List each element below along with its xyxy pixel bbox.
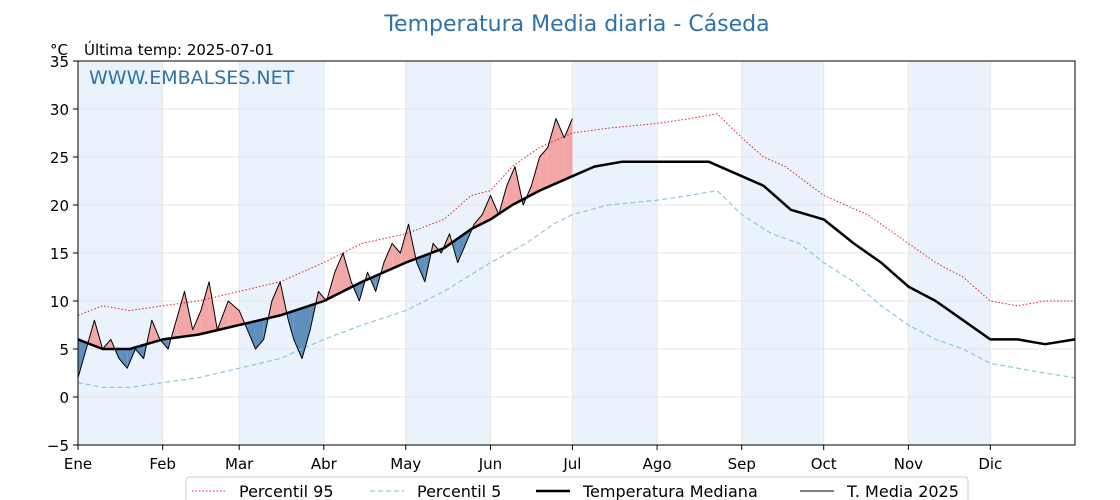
x-tick-label-abr: Abr (311, 455, 338, 473)
fill-above-median (490, 195, 499, 220)
fill-above-median (192, 310, 201, 336)
watermark: WWW.EMBALSES.NET (89, 67, 295, 89)
fill-below-median (457, 232, 466, 263)
fill-above-median (556, 118, 565, 184)
x-tick-label-jul: Jul (562, 455, 581, 473)
fill-above-median (531, 157, 540, 195)
x-tick-label-ene: Ene (64, 455, 92, 473)
fill-below-median (118, 349, 128, 369)
fill-above-median (176, 291, 185, 338)
fill-above-median (506, 166, 516, 209)
last-update-label: Última temp: 2025-07-01 (84, 40, 274, 59)
legend-label-current: T. Media 2025 (846, 482, 959, 500)
fill-below-median (416, 255, 425, 282)
fill-above-median (539, 147, 548, 191)
legend: Percentil 95 Percentil 5 Temperatura Media… (185, 476, 969, 500)
fill-above-median (392, 243, 401, 269)
legend-label-p5: Percentil 5 (417, 482, 501, 500)
legend-label-median: Temperatura Mediana (582, 482, 758, 500)
series-line-p95 (77, 113, 1075, 316)
x-tick-label-may: May (390, 455, 421, 473)
fill-below-median (135, 345, 144, 359)
y-tick-label: 25 (50, 149, 69, 167)
fill-above-median (200, 281, 210, 334)
unit-label: °C (50, 41, 68, 59)
legend-label-p95: Percentil 95 (239, 482, 334, 500)
fill-above-median (271, 281, 281, 318)
x-tick-label-nov: Nov (894, 455, 923, 473)
y-axis: −5 0 5 10 15 20 25 30 35 (47, 53, 78, 455)
y-tick-label: 0 (59, 389, 69, 407)
fill-below-median (301, 305, 311, 359)
x-axis: Ene Feb Mar Abr May Jun Jul Ago Sep Oct Nov Dic (64, 445, 1002, 473)
series-line-p5 (77, 190, 1076, 388)
fill-below-median (247, 321, 256, 349)
fill-above-median (383, 243, 393, 273)
x-tick-label-mar: Mar (225, 455, 254, 473)
x-tick-label-ago: Ago (643, 455, 672, 473)
series-line-current (77, 118, 573, 378)
fill-above-median (400, 224, 409, 265)
y-tick-label: 5 (59, 341, 69, 359)
x-tick-label-oct: Oct (811, 455, 837, 473)
chart-title: Temperatura Media diaria - Cáseda (383, 12, 769, 37)
x-tick-label-sep: Sep (728, 455, 756, 473)
y-tick-label: 30 (50, 101, 69, 119)
y-tick-label: 20 (50, 197, 69, 215)
y-tick-label: 10 (50, 293, 69, 311)
legend-frame (185, 476, 969, 500)
x-tick-label-jun: Jun (478, 455, 502, 473)
fill-below-median (78, 339, 87, 378)
fill-above-median (547, 118, 557, 187)
y-tick-label: 35 (50, 53, 69, 71)
x-tick-label-dic: Dic (978, 455, 1002, 473)
y-tick-label: 15 (50, 245, 69, 263)
y-tick-label: −5 (47, 437, 69, 455)
fill-below-median (293, 308, 302, 359)
fill-above-median (482, 195, 491, 224)
fill-below-median (288, 310, 294, 340)
fill-above-median (342, 253, 352, 292)
series-line-median (77, 160, 1076, 351)
x-tick-label-feb: Feb (149, 455, 176, 473)
fill-above-median (228, 301, 240, 328)
fill-above-median (334, 253, 343, 296)
series-lines (77, 113, 1076, 388)
